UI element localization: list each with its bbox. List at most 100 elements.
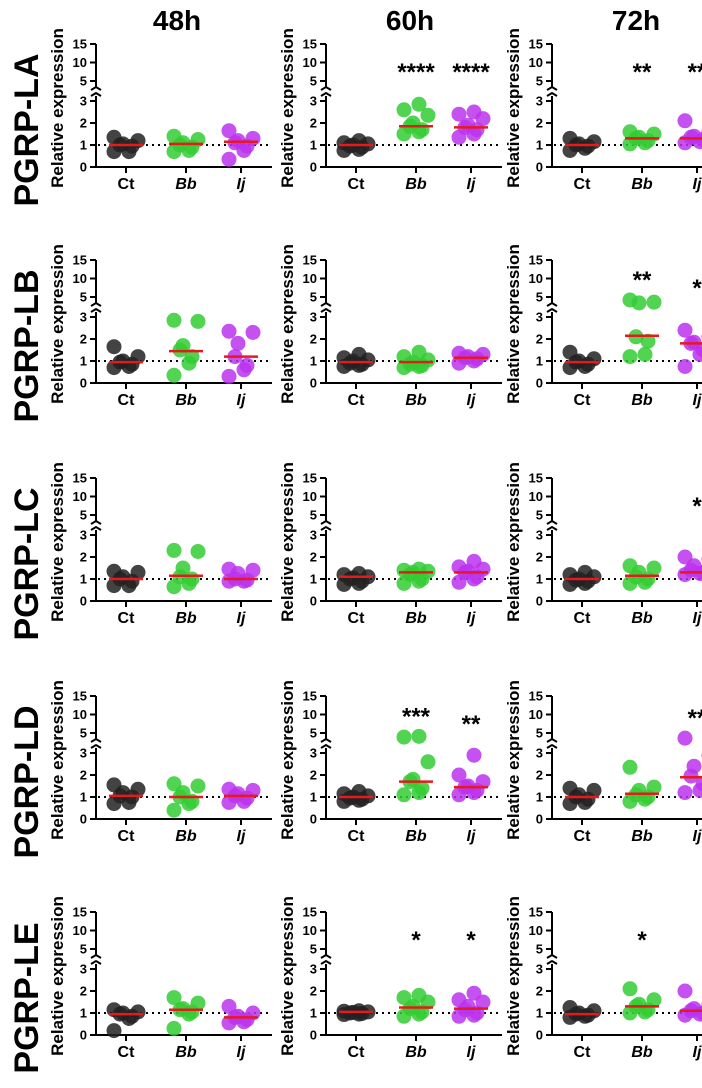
x-tick-label-ct: Ct xyxy=(118,1044,136,1061)
y-tick-label: 1 xyxy=(80,354,87,369)
x-tick-label-ij: Ij xyxy=(693,392,702,409)
y-tick-label: 10 xyxy=(73,923,87,938)
y-axis-label: Relative expression xyxy=(278,896,297,1056)
y-tick-label: 3 xyxy=(310,528,317,543)
data-point-ij xyxy=(451,767,467,783)
y-tick-label: 1 xyxy=(310,572,317,587)
y-tick-label: 1 xyxy=(310,354,317,369)
data-point-ij xyxy=(686,1001,702,1017)
y-axis-label: Relative expression xyxy=(278,680,297,840)
y-tick-label: 15 xyxy=(303,905,317,920)
panel-pgrp-lb-60h: Relative expression 5 10 15 0 1 2 3 Ct Bb Ij xyxy=(278,244,502,409)
data-point-ct xyxy=(106,563,122,579)
y-tick-label: 2 xyxy=(536,984,543,999)
x-tick-label-ct: Ct xyxy=(574,176,592,193)
y-tick-label: 1 xyxy=(310,1006,317,1021)
data-point-ij xyxy=(245,562,261,578)
data-point-ij xyxy=(677,983,693,999)
data-point-bb xyxy=(405,771,421,787)
x-tick-label-ct: Ct xyxy=(348,392,366,409)
data-point-ij xyxy=(466,747,482,763)
axis-break-mark xyxy=(546,301,558,307)
data-point-ct xyxy=(106,1023,122,1039)
data-point-ct xyxy=(586,782,602,798)
x-tick-label-ct: Ct xyxy=(348,828,366,845)
y-axis-label: Relative expression xyxy=(504,462,523,622)
y-tick-label: 15 xyxy=(529,253,543,268)
x-tick-label-bb: Bb xyxy=(175,1044,197,1061)
row-label-pgrp-le: PGRP-LE xyxy=(8,922,46,1073)
axis-break-mark xyxy=(546,307,558,313)
axis-break-mark xyxy=(320,959,332,965)
y-tick-label: 1 xyxy=(80,138,87,153)
panel-pgrp-le-48h: Relative expression 5 10 15 0 1 2 3 Ct Bb Ij xyxy=(48,896,272,1061)
panel-pgrp-ld-72h: Relative expression 5 10 15 0 1 2 3 Ct Bb Ij ** xyxy=(504,680,702,845)
data-point-ij xyxy=(230,335,246,351)
y-tick-label: 10 xyxy=(73,707,87,722)
axis-break-mark xyxy=(546,85,558,91)
x-tick-label-bb: Bb xyxy=(175,176,197,193)
data-point-bb xyxy=(411,728,427,744)
y-tick-label: 15 xyxy=(303,37,317,52)
y-tick-label: 5 xyxy=(536,290,543,305)
y-tick-label: 15 xyxy=(529,37,543,52)
x-tick-label-bb: Bb xyxy=(175,828,197,845)
data-point-bb xyxy=(396,102,412,118)
y-tick-label: 15 xyxy=(303,253,317,268)
y-tick-label: 15 xyxy=(303,471,317,486)
x-tick-label-ij: Ij xyxy=(693,176,702,193)
data-point-ct xyxy=(130,1004,146,1020)
data-point-ij xyxy=(677,785,693,801)
axis-break-mark xyxy=(90,737,102,743)
y-tick-label: 10 xyxy=(73,271,87,286)
data-point-bb xyxy=(166,367,182,383)
y-tick-label: 3 xyxy=(310,962,317,977)
axis-break-mark xyxy=(546,737,558,743)
x-tick-label-ij: Ij xyxy=(237,176,246,193)
data-point-ij xyxy=(686,758,702,774)
data-point-ct xyxy=(130,781,146,797)
y-tick-label: 0 xyxy=(310,594,317,609)
data-point-ij xyxy=(677,359,693,374)
y-tick-label: 0 xyxy=(536,1028,543,1043)
y-tick-label: 10 xyxy=(73,489,87,504)
y-tick-label: 5 xyxy=(310,74,317,89)
data-point-bb xyxy=(175,338,191,354)
y-tick-label: 5 xyxy=(80,290,87,305)
panel-pgrp-le-60h: Relative expression 5 10 15 0 1 2 3 Ct Bb * Ij * xyxy=(278,896,502,1061)
row-label-pgrp-lc: PGRP-LC xyxy=(8,488,46,641)
panel-pgrp-lb-48h: Relative expression 5 10 15 0 1 2 3 Ct Bb Ij xyxy=(48,244,272,409)
data-point-bb xyxy=(411,96,427,112)
data-point-bb xyxy=(646,560,662,576)
y-tick-label: 5 xyxy=(80,508,87,523)
significance-ij: ** xyxy=(688,59,702,86)
y-tick-label: 10 xyxy=(303,271,317,286)
x-tick-label-ij: Ij xyxy=(237,392,246,409)
y-tick-label: 5 xyxy=(80,74,87,89)
y-tick-label: 0 xyxy=(536,594,543,609)
axis-break-mark xyxy=(546,519,558,525)
data-point-ij xyxy=(245,782,261,798)
y-tick-label: 3 xyxy=(536,962,543,977)
y-axis-label: Relative expression xyxy=(48,28,67,188)
data-point-bb xyxy=(622,759,638,775)
x-tick-label-bb: Bb xyxy=(631,610,653,627)
y-tick-label: 10 xyxy=(529,55,543,70)
data-point-ij xyxy=(475,774,491,790)
y-tick-label: 5 xyxy=(80,726,87,741)
y-tick-label: 5 xyxy=(310,942,317,957)
y-tick-label: 3 xyxy=(310,310,317,325)
data-point-bb xyxy=(166,802,182,818)
data-point-ct xyxy=(351,346,367,362)
axis-break-mark xyxy=(320,91,332,97)
y-tick-label: 0 xyxy=(80,812,87,827)
y-tick-label: 10 xyxy=(303,707,317,722)
x-tick-label-ij: Ij xyxy=(237,610,246,627)
x-tick-label-bb: Bb xyxy=(175,392,197,409)
y-tick-label: 5 xyxy=(80,942,87,957)
data-point-ct xyxy=(130,564,146,580)
data-point-ij xyxy=(677,730,693,746)
x-tick-label-ct: Ct xyxy=(348,176,366,193)
data-point-ct xyxy=(130,349,146,365)
panel-pgrp-lc-48h: Relative expression 5 10 15 0 1 2 3 Ct Bb Ij xyxy=(48,462,272,627)
